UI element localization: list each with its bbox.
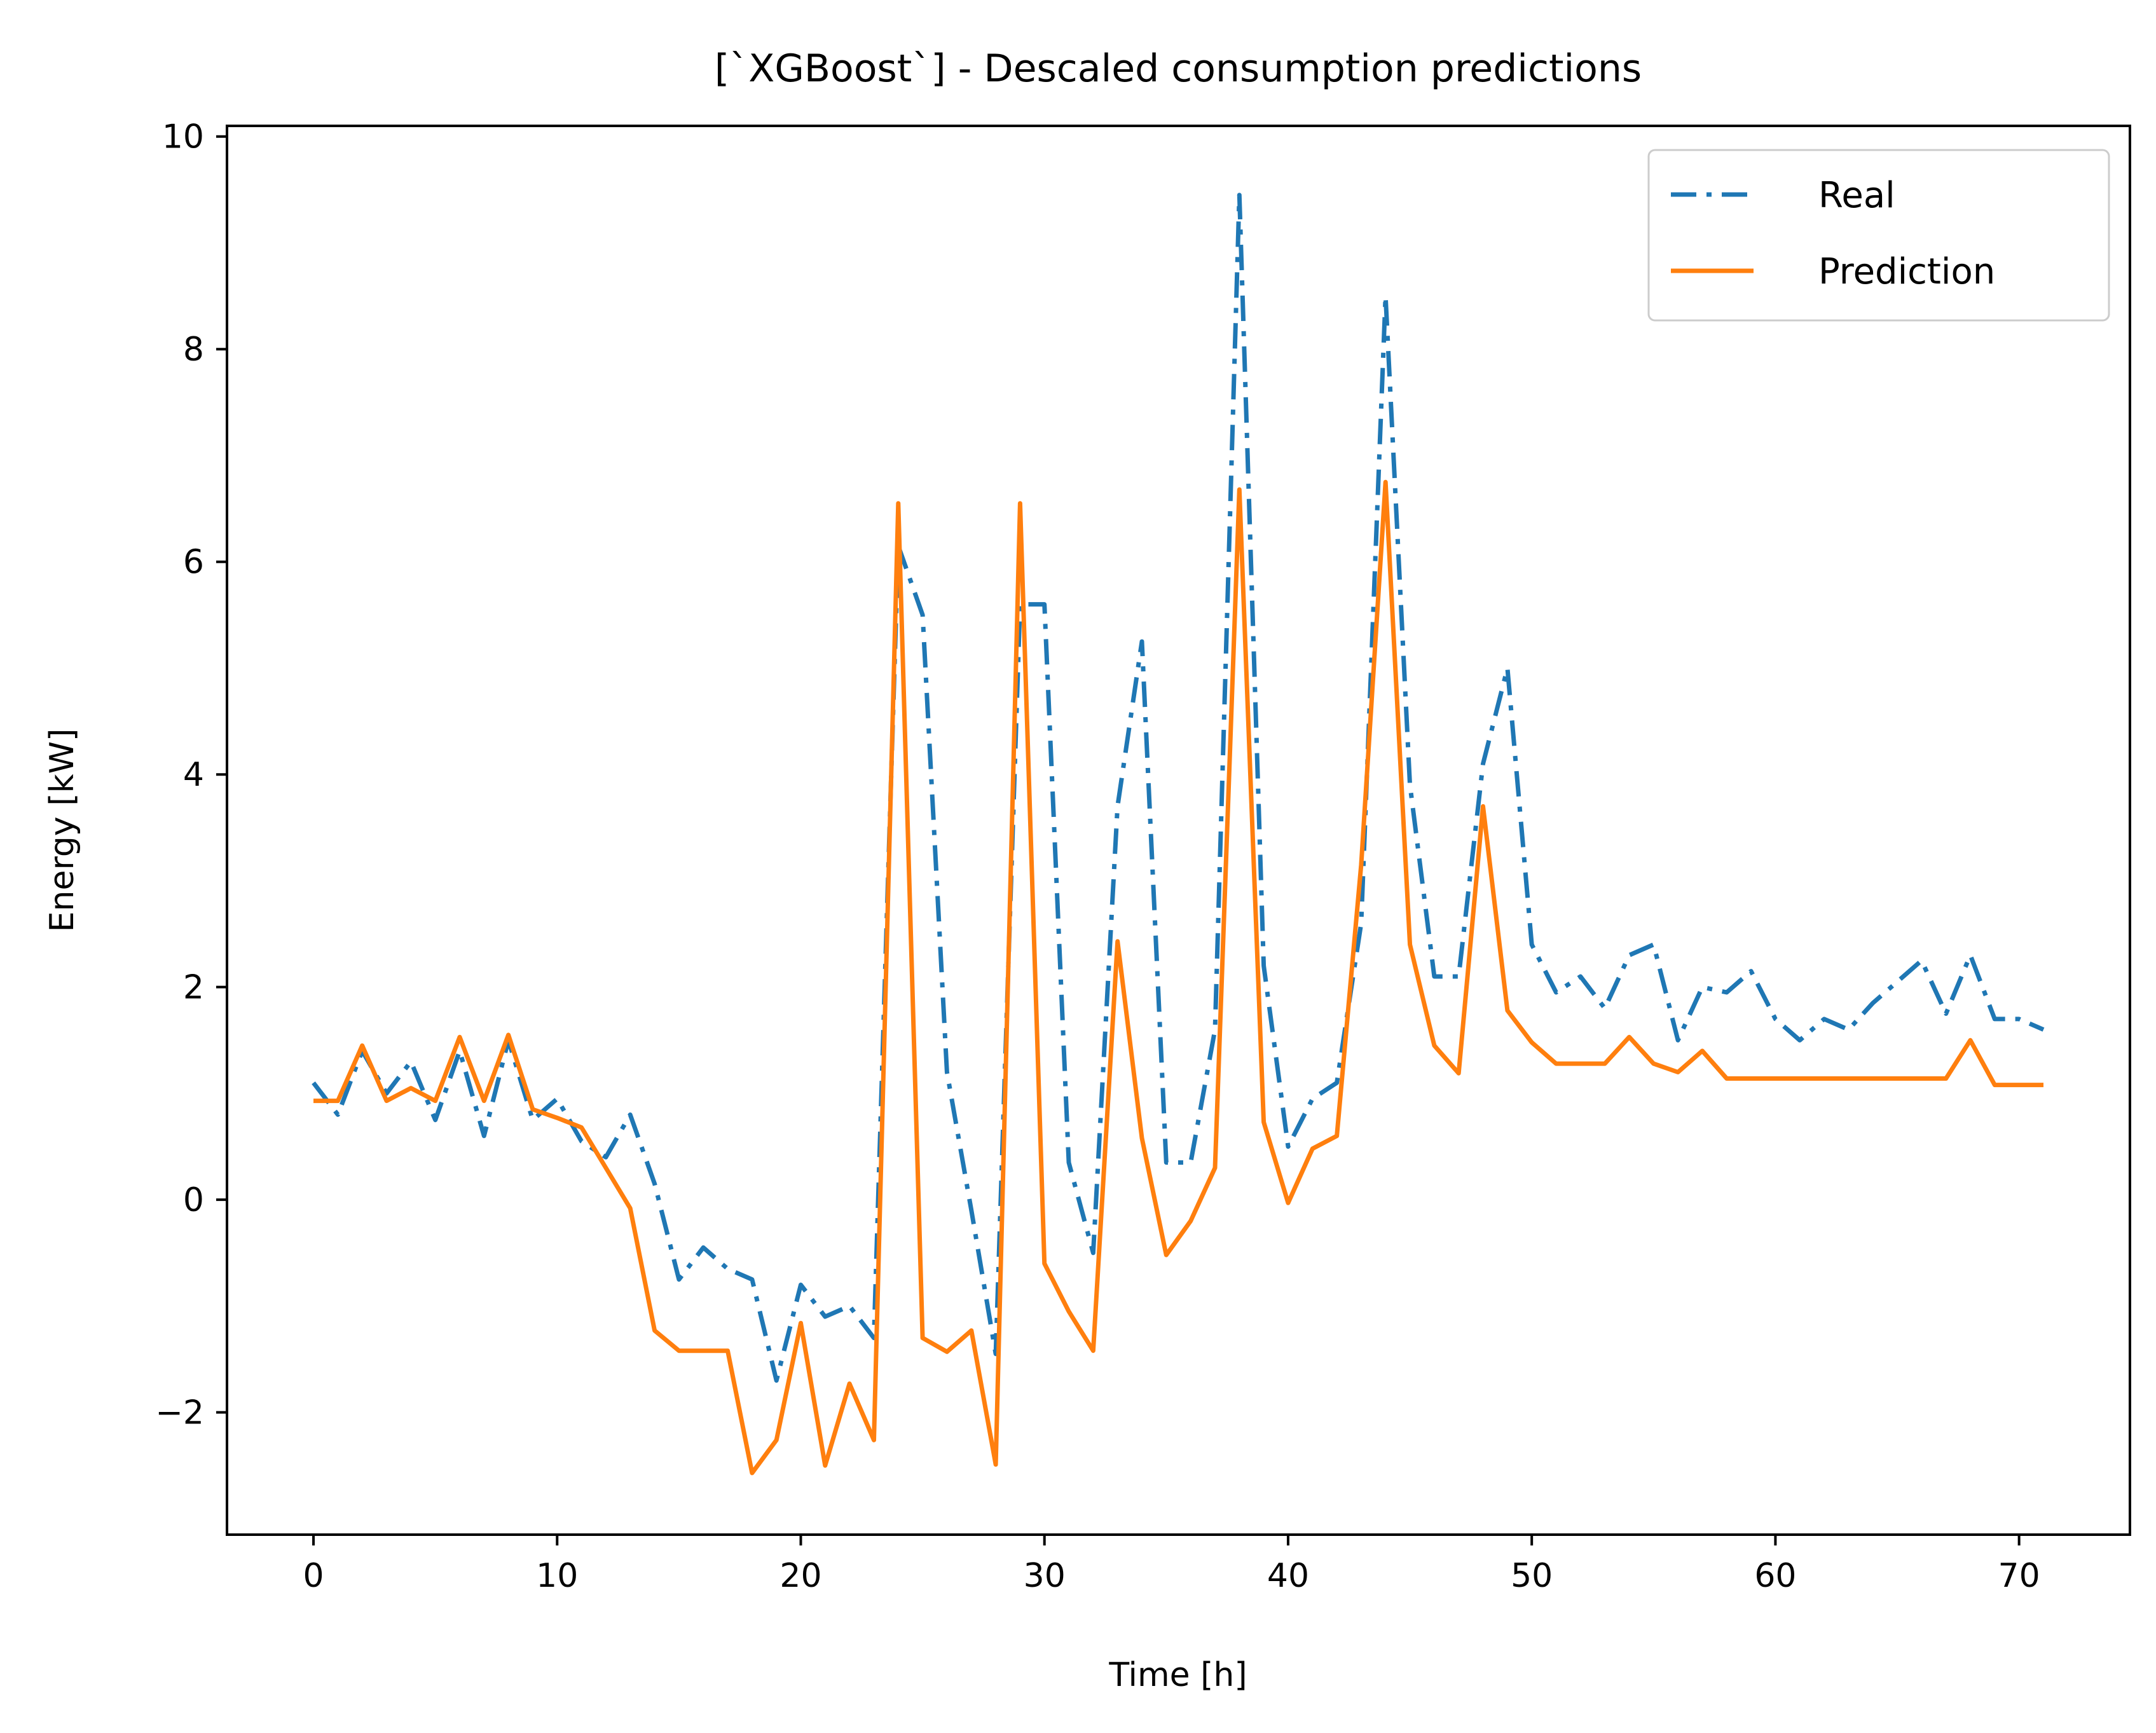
ticks-layer: 0 10 20 30 40 50 60 70 −2 0 2 4 6 8 10 <box>155 118 2040 1595</box>
x-tick-label: 30 <box>1024 1557 1066 1595</box>
x-tick-label: 20 <box>779 1557 821 1595</box>
legend-prediction-label: Prediction <box>1818 251 1995 292</box>
legend-box <box>1647 149 2110 322</box>
y-tick-label: 2 <box>183 969 204 1007</box>
x-tick-label: 50 <box>1511 1557 1553 1595</box>
y-tick-label: 10 <box>162 118 204 156</box>
x-tick-label: 0 <box>303 1557 324 1595</box>
series-layer <box>312 193 2045 1476</box>
series-line-prediction <box>313 479 2043 1476</box>
legend: Real Prediction <box>1647 149 2110 322</box>
chart-title: [`XGBoost`] - Descaled consumption predi… <box>715 46 1642 91</box>
y-axis-label: Energy [kW] <box>43 729 81 933</box>
y-tick-label: −2 <box>155 1394 204 1432</box>
y-tick-label: 8 <box>183 331 204 369</box>
x-tick-label: 60 <box>1754 1557 1796 1595</box>
x-axis-label: Time [h] <box>1108 1656 1247 1694</box>
series-line-real <box>312 193 2045 1383</box>
plot-frame <box>226 125 2131 1536</box>
x-tick-label: 70 <box>1998 1557 2040 1595</box>
legend-real-label: Real <box>1818 175 1895 216</box>
x-tick-label: 10 <box>536 1557 578 1595</box>
y-tick-label: 4 <box>183 756 204 794</box>
x-tick-label: 40 <box>1267 1557 1309 1595</box>
y-tick-label: 6 <box>183 544 204 582</box>
y-tick-label: 0 <box>183 1181 204 1219</box>
